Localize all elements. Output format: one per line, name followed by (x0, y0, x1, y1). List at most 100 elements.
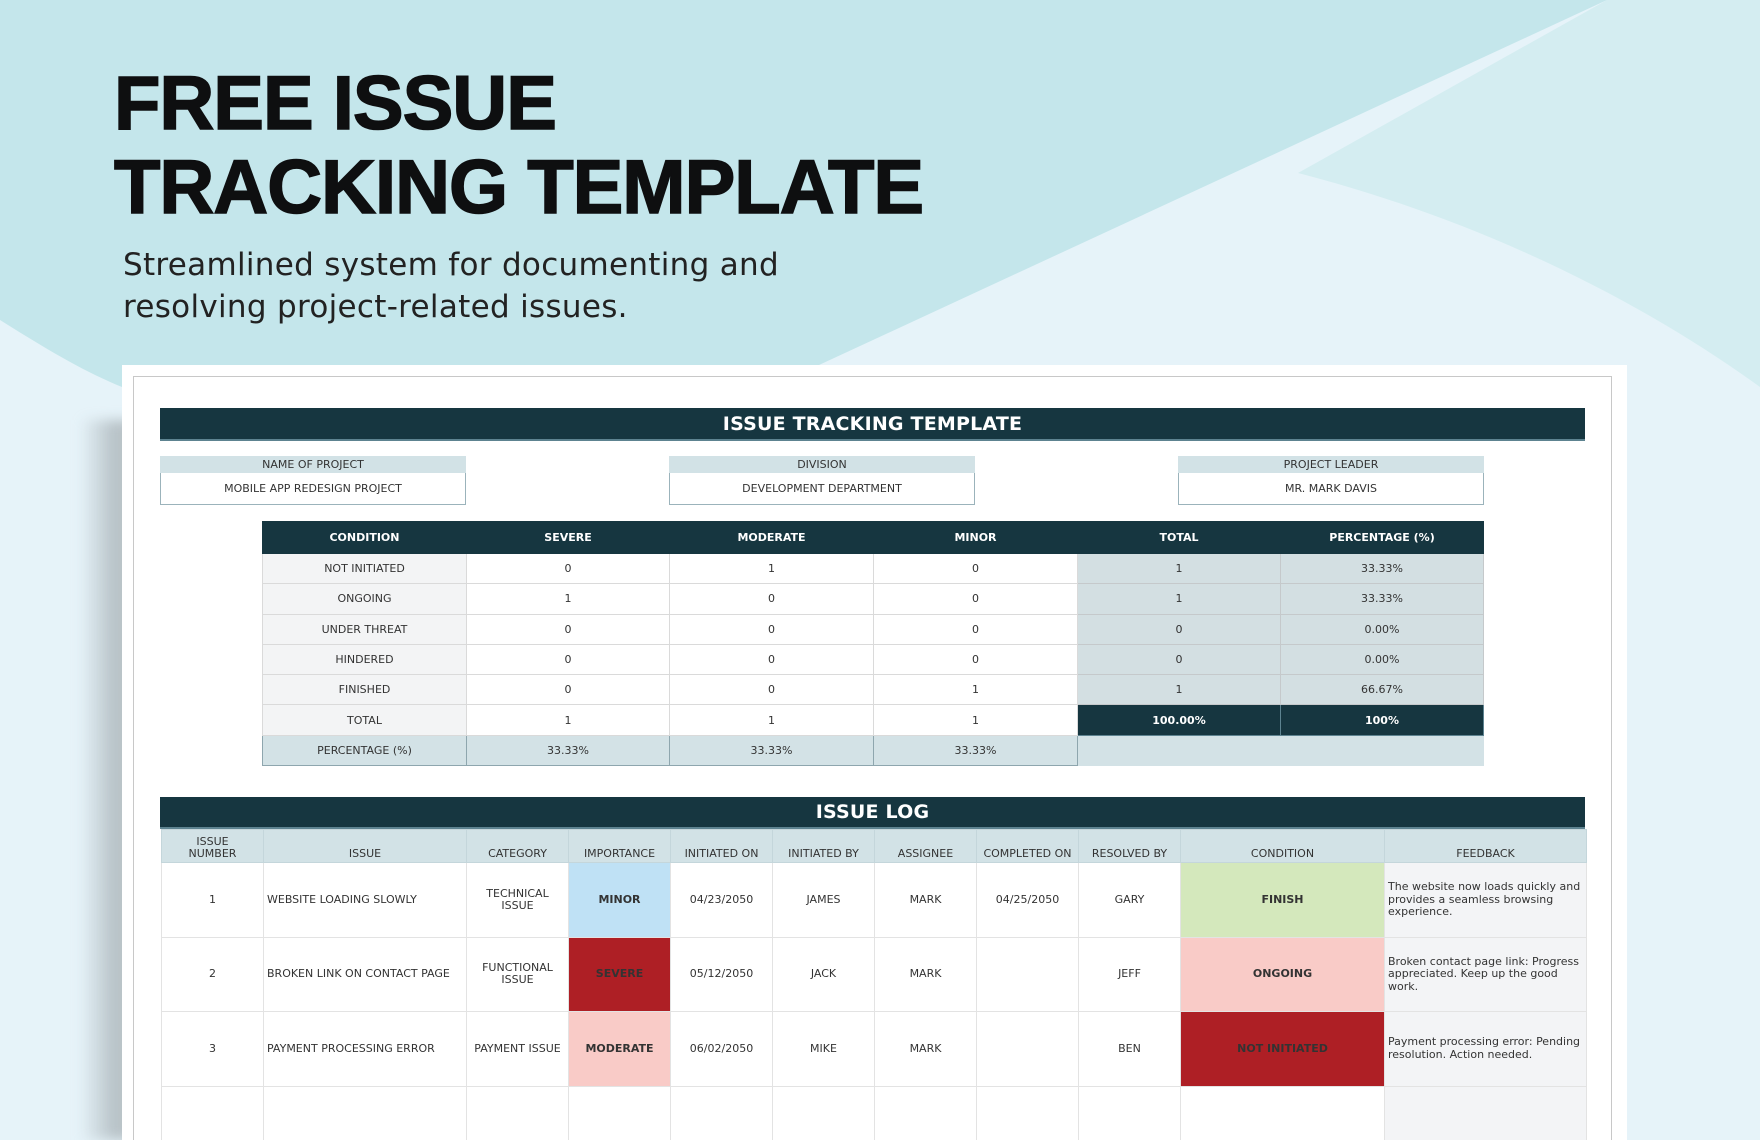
initiated-on-cell[interactable]: 06/02/2050 (670, 1011, 773, 1087)
summary-cell[interactable]: 33.33% (1280, 552, 1484, 585)
importance-badge[interactable]: MINOR (568, 862, 671, 938)
summary-cell[interactable]: TOTAL (262, 704, 467, 736)
summary-row: HINDERED 0 0 0 0 0.00% (262, 643, 1484, 676)
summary-cell[interactable]: 1 (1077, 674, 1281, 706)
summary-cell[interactable]: 0 (873, 613, 1078, 645)
resolved-by-cell[interactable]: JEFF (1078, 936, 1181, 1012)
summary-cell[interactable]: 0 (669, 583, 874, 615)
assignee-cell[interactable]: MARK (874, 1011, 977, 1087)
feedback-cell[interactable]: Broken contact page link: Progress appre… (1384, 936, 1587, 1012)
empty-cell[interactable] (1180, 1085, 1385, 1140)
feedback-cell[interactable]: Payment processing error: Pending resolu… (1384, 1011, 1587, 1087)
summary-cell[interactable]: 0.00% (1280, 643, 1484, 676)
summary-cell[interactable]: 0 (466, 643, 670, 676)
condition-badge[interactable]: FINISH (1180, 862, 1385, 938)
initiated-by-cell[interactable]: JAMES (772, 862, 875, 938)
summary-cell[interactable]: 0 (466, 552, 670, 585)
resolved-by-cell[interactable]: GARY (1078, 862, 1181, 938)
issue-log-header-row: ISSUE NUMBER ISSUE CATEGORY IMPORTANCE IN… (161, 829, 1587, 863)
issue-cell[interactable]: WEBSITE LOADING SLOWLY (263, 862, 467, 938)
summary-cell[interactable]: 0 (669, 613, 874, 645)
initiated-on-cell[interactable]: 04/23/2050 (670, 862, 773, 938)
issue-row-empty (161, 1085, 1587, 1140)
empty-cell[interactable] (568, 1085, 671, 1140)
summary-cell[interactable]: 1 (466, 583, 670, 615)
header-line: ISSUE (196, 835, 229, 848)
empty-cell[interactable] (976, 1085, 1079, 1140)
empty-cell[interactable] (772, 1085, 875, 1140)
summary-cell[interactable]: 1 (1077, 552, 1281, 585)
importance-badge[interactable]: MODERATE (568, 1011, 671, 1087)
initiated-on-cell[interactable]: 05/12/2050 (670, 936, 773, 1012)
summary-cell[interactable]: 0 (873, 552, 1078, 585)
initiated-by-cell[interactable]: MIKE (772, 1011, 875, 1087)
assignee-cell[interactable]: MARK (874, 936, 977, 1012)
summary-cell[interactable]: 1 (466, 704, 670, 736)
completed-on-cell[interactable]: 04/25/2050 (976, 862, 1079, 938)
empty-cell[interactable] (263, 1085, 467, 1140)
importance-badge[interactable]: SEVERE (568, 936, 671, 1012)
summary-cell[interactable]: 33.33% (1280, 583, 1484, 615)
summary-header-row: CONDITION SEVERE MODERATE MINOR TOTAL PE… (262, 521, 1484, 554)
summary-cell[interactable]: 0.00% (1280, 613, 1484, 645)
initiated-by-cell[interactable]: JACK (772, 936, 875, 1012)
sheet-title: ISSUE TRACKING TEMPLATE (722, 412, 1023, 435)
resolved-by-cell[interactable]: BEN (1078, 1011, 1181, 1087)
info-value-field[interactable]: MOBILE APP REDESIGN PROJECT (160, 473, 466, 505)
category-cell[interactable]: PAYMENT ISSUE (466, 1011, 569, 1087)
summary-cell[interactable]: 0 (873, 583, 1078, 615)
summary-grand-total[interactable]: 100.00% (1077, 704, 1281, 736)
assignee-cell[interactable]: MARK (874, 862, 977, 938)
completed-on-cell[interactable] (976, 936, 1079, 1012)
header-initiated-on: INITIATED ON (670, 829, 773, 863)
summary-cell[interactable]: 1 (669, 552, 874, 585)
issue-cell[interactable]: PAYMENT PROCESSING ERROR (263, 1011, 467, 1087)
issue-cell[interactable]: BROKEN LINK ON CONTACT PAGE (263, 936, 467, 1012)
summary-cell[interactable]: 33.33% (873, 734, 1078, 767)
feedback-cell[interactable]: The website now loads quickly and provid… (1384, 862, 1587, 938)
summary-cell[interactable]: 0 (1077, 643, 1281, 676)
summary-cell[interactable]: 33.33% (669, 734, 874, 767)
condition-badge[interactable]: NOT INITIATED (1180, 1011, 1385, 1087)
issue-number-cell[interactable]: 1 (161, 862, 264, 938)
category-cell[interactable]: TECHNICAL ISSUE (466, 862, 569, 938)
empty-cell[interactable] (161, 1085, 264, 1140)
summary-cell[interactable]: 0 (669, 643, 874, 676)
summary-cell[interactable]: PERCENTAGE (%) (262, 734, 467, 767)
header-condition: CONDITION (1180, 829, 1385, 863)
summary-cell[interactable]: NOT INITIATED (262, 552, 467, 585)
summary-row: NOT INITIATED 0 1 0 1 33.33% (262, 552, 1484, 585)
empty-cell[interactable] (1078, 1085, 1181, 1140)
summary-cell[interactable]: 0 (1077, 613, 1281, 645)
summary-percentage-row: PERCENTAGE (%) 33.33% 33.33% 33.33% (262, 734, 1484, 767)
summary-cell[interactable]: 0 (873, 643, 1078, 676)
info-value-field[interactable]: MR. MARK DAVIS (1178, 473, 1484, 505)
empty-cell[interactable] (874, 1085, 977, 1140)
issue-number-cell[interactable]: 3 (161, 1011, 264, 1087)
summary-cell[interactable]: 33.33% (466, 734, 670, 767)
info-value-field[interactable]: DEVELOPMENT DEPARTMENT (669, 473, 975, 505)
completed-on-cell[interactable] (976, 1011, 1079, 1087)
category-cell[interactable]: FUNCTIONAL ISSUE (466, 936, 569, 1012)
summary-cell[interactable]: 1 (669, 704, 874, 736)
empty-cell[interactable] (466, 1085, 569, 1140)
header-assignee: ASSIGNEE (874, 829, 977, 863)
summary-cell[interactable]: UNDER THREAT (262, 613, 467, 645)
summary-grand-percentage[interactable]: 100% (1280, 704, 1484, 736)
summary-cell[interactable]: HINDERED (262, 643, 467, 676)
issue-number-cell[interactable]: 2 (161, 936, 264, 1012)
summary-cell[interactable]: 1 (873, 674, 1078, 706)
summary-cell[interactable]: 66.67% (1280, 674, 1484, 706)
condition-badge[interactable]: ONGOING (1180, 936, 1385, 1012)
empty-cell[interactable] (670, 1085, 773, 1140)
summary-cell[interactable]: 0 (466, 613, 670, 645)
empty-cell[interactable] (1384, 1085, 1587, 1140)
summary-cell[interactable]: 1 (873, 704, 1078, 736)
summary-cell[interactable]: ONGOING (262, 583, 467, 615)
header-line: NUMBER (188, 847, 237, 860)
summary-cell[interactable]: FINISHED (262, 674, 467, 706)
summary-cell[interactable]: 0 (466, 674, 670, 706)
summary-cell[interactable]: 0 (669, 674, 874, 706)
summary-cell[interactable]: 1 (1077, 583, 1281, 615)
header-completed-on: COMPLETED ON (976, 829, 1079, 863)
